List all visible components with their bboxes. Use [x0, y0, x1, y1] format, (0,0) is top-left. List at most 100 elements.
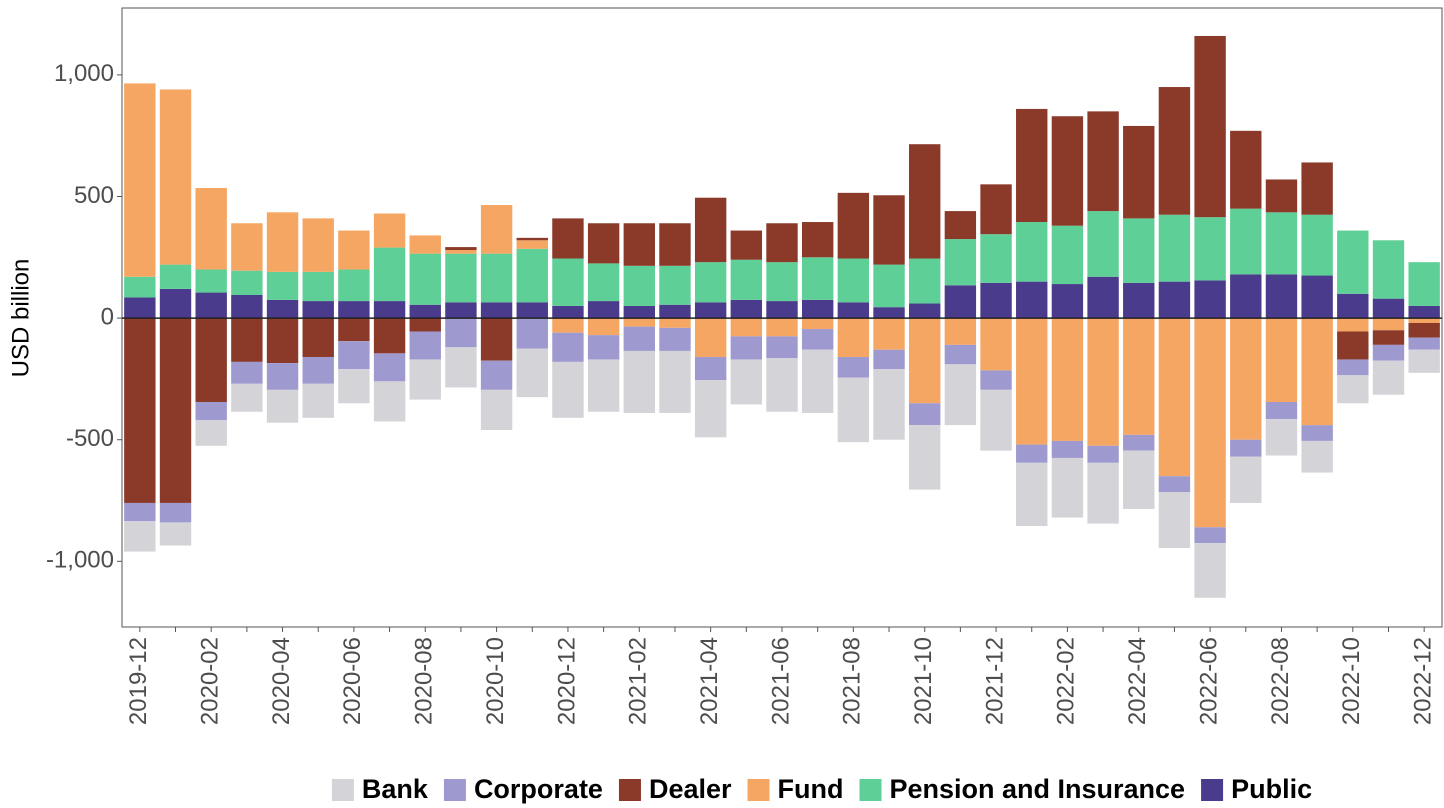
bar-segment [1158, 214, 1191, 282]
bar-segment [694, 302, 727, 319]
bar-segment [373, 318, 406, 354]
bar-segment [623, 350, 655, 413]
bar-segment [516, 348, 548, 398]
bar-segment [373, 353, 406, 382]
bar-segment [1265, 318, 1298, 403]
bar-segment [552, 361, 584, 418]
x-tick-label: 2021-08 [839, 637, 866, 725]
bar-segment [1051, 284, 1084, 319]
bar-segment [801, 222, 834, 258]
bar-segment [124, 318, 156, 503]
bar-segment [1051, 440, 1084, 458]
bar-segment [516, 302, 548, 319]
bar-segment [338, 369, 370, 404]
bar-segment [1123, 218, 1155, 283]
bar-segment [373, 247, 406, 302]
bar-segment [623, 318, 655, 327]
bar-segment [1051, 225, 1084, 285]
bar-segment [587, 318, 620, 336]
bar-segment [1123, 434, 1155, 451]
x-tick-label: 2022-04 [1124, 637, 1151, 725]
bar-segment [1016, 108, 1048, 223]
x-tick-label: 2022-06 [1195, 637, 1222, 725]
bar-segment [1337, 230, 1369, 294]
bar-segment [909, 303, 941, 319]
bar-segment [338, 301, 370, 319]
bar-segment [195, 420, 227, 446]
bar-segment [1230, 439, 1262, 457]
bar-segment [909, 403, 941, 426]
bar-segment [623, 305, 655, 319]
bar-segment [266, 212, 299, 272]
bar-segment [409, 304, 441, 319]
bar-segment [480, 360, 513, 390]
bar-segment [124, 276, 156, 298]
bar-segment [302, 301, 334, 319]
bar-segment [409, 331, 441, 360]
bar-segment [1408, 262, 1440, 306]
bar-segment [159, 502, 192, 523]
x-tick-label: 2020-06 [339, 637, 366, 725]
bar-segment [1230, 456, 1262, 503]
bar-segment [1230, 208, 1262, 275]
bar-segment [694, 318, 727, 358]
legend-label: Pension and Insurance [890, 774, 1186, 804]
bar-segment [587, 359, 620, 412]
bar-segment [445, 250, 477, 254]
bar-segment [730, 259, 763, 300]
bar-segment [694, 357, 727, 381]
bar-segment [516, 240, 548, 249]
bar-segment [766, 301, 798, 319]
bar-segment [623, 223, 655, 266]
bar-segment [1301, 425, 1333, 441]
bar-segment [837, 357, 870, 378]
x-tick-label: 2020-02 [197, 637, 224, 725]
bar-segment [1265, 274, 1298, 319]
bar-segment [373, 301, 406, 319]
bar-segment [1372, 298, 1405, 319]
bar-segment [195, 187, 227, 270]
bar-segment [766, 318, 798, 337]
x-tick-label: 2021-10 [910, 637, 937, 725]
bar-segment [1301, 214, 1333, 276]
bar-segment [766, 336, 798, 359]
legend-swatch [443, 779, 466, 801]
x-tick-label: 2020-10 [482, 637, 509, 725]
bar-segment [1158, 476, 1191, 493]
bar-segment [480, 253, 513, 303]
bar-segment [124, 521, 156, 552]
bar-segment [909, 425, 941, 490]
bar-segment [1265, 419, 1298, 456]
bar-segment [302, 383, 334, 418]
bar-segment [338, 269, 370, 302]
bar-segment [587, 335, 620, 360]
bar-segment [409, 253, 441, 305]
bar-segment [302, 218, 334, 272]
bar-segment [552, 318, 584, 333]
x-tick-label: 2021-12 [981, 637, 1008, 725]
bar-segment [873, 307, 905, 319]
y-tick-label: -1,000 [46, 547, 114, 574]
bar-segment [659, 223, 691, 266]
bar-segment [801, 318, 834, 330]
x-tick-label: 2019-12 [125, 637, 152, 725]
bar-segment [338, 341, 370, 370]
bar-segment [159, 89, 192, 265]
bar-segment [516, 237, 548, 241]
bar-segment [587, 223, 620, 264]
bar-segment [445, 247, 477, 251]
x-tick-label: 2022-12 [1410, 637, 1437, 725]
bar-segment [1265, 402, 1298, 420]
bar-segment [1301, 275, 1333, 319]
bar-segment [338, 318, 370, 342]
bar-segment [694, 262, 727, 303]
bar-segment [1337, 318, 1369, 332]
bar-segment [480, 389, 513, 430]
bar-segment [1265, 179, 1298, 213]
bar-segment [552, 332, 584, 362]
bar-segment [1016, 318, 1048, 445]
bar-segment [944, 239, 977, 286]
bar-segment [1087, 462, 1119, 524]
bar-segment [1337, 359, 1369, 376]
